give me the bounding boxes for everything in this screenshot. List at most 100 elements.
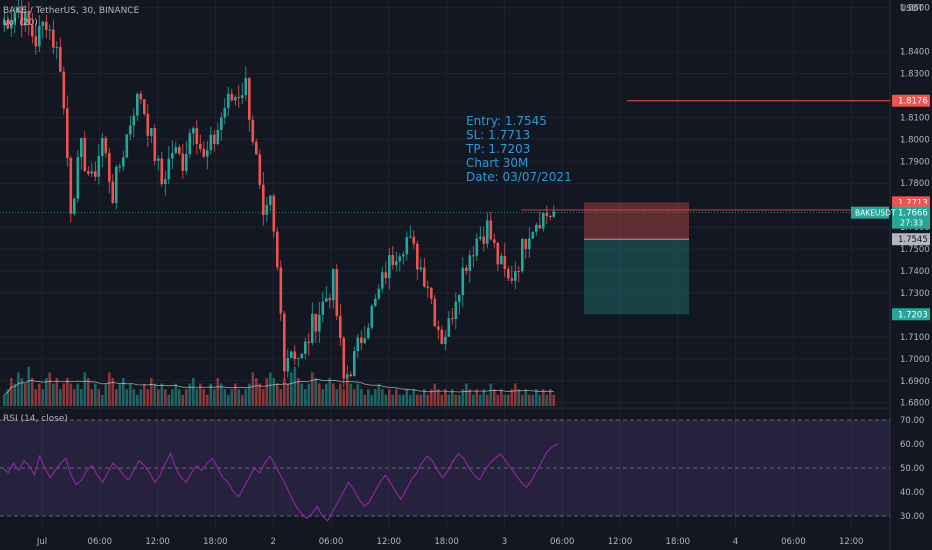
candle-body — [416, 243, 419, 270]
volume-bar — [13, 383, 17, 406]
volume-bar — [279, 389, 283, 406]
candle-body — [391, 255, 395, 266]
volume-bar — [83, 372, 87, 406]
candle-body — [209, 134, 213, 151]
volume-bar — [234, 383, 237, 406]
candle-body — [528, 238, 531, 250]
candle-body — [398, 256, 402, 262]
volume-bar — [363, 394, 367, 406]
volume-bar — [461, 389, 465, 406]
candle-body — [542, 212, 545, 229]
candle-body — [346, 374, 349, 379]
volume-bar — [185, 389, 188, 406]
volume-bar — [496, 394, 500, 406]
volume-bar — [59, 389, 62, 406]
volume-bar — [311, 372, 314, 406]
volume-bar — [136, 394, 139, 406]
candle-body — [251, 119, 255, 142]
candle-body — [454, 301, 458, 320]
candle-body — [328, 298, 332, 301]
price-tick: 1.8000 — [900, 135, 930, 145]
candle-body — [374, 298, 377, 306]
rsi-tick: 70.00 — [900, 416, 924, 426]
volume-bar — [304, 389, 307, 406]
volume-bar — [468, 389, 472, 406]
candle-body — [17, 7, 20, 13]
volume-bar — [66, 378, 69, 406]
volume-bar — [241, 394, 244, 406]
volume-bar — [549, 389, 552, 406]
volume-bar — [531, 394, 535, 406]
tp-price-tag-bg — [892, 308, 930, 321]
volume-bar — [307, 383, 311, 406]
candle-body — [353, 351, 356, 377]
volume-bar — [405, 389, 409, 406]
price-tick: 1.7900 — [900, 157, 930, 167]
candle-body — [356, 337, 360, 352]
volume-bar — [283, 378, 286, 406]
volume-bar — [262, 389, 265, 406]
volume-bar — [356, 383, 360, 406]
volume-bar — [552, 394, 556, 406]
volume-bar — [475, 389, 479, 406]
volume-bar — [419, 394, 423, 406]
volume-bar — [332, 383, 335, 406]
volume-bar — [220, 383, 223, 406]
candle-body — [468, 255, 472, 271]
candle-body — [479, 236, 482, 239]
volume-bar — [125, 389, 129, 406]
rsi-tick: 40.00 — [900, 488, 924, 498]
candle-body — [545, 212, 549, 217]
price-tick: 1.8600 — [900, 4, 930, 14]
candle-body — [206, 150, 209, 157]
volume-bar — [118, 383, 122, 406]
time-tick: 18:00 — [203, 537, 228, 547]
volume-bar — [482, 389, 486, 406]
time-tick: 18:00 — [666, 537, 691, 547]
candle-body — [360, 337, 363, 344]
volume-bar — [101, 394, 104, 406]
volume-bar — [444, 389, 447, 406]
candle-body — [10, 21, 13, 29]
volume-bar — [416, 394, 419, 406]
candle-body — [370, 305, 374, 328]
volume-bar — [440, 394, 444, 406]
volume-bar — [500, 389, 503, 406]
entry-price-tag: 1.7545 — [898, 235, 928, 245]
volume-bar — [300, 383, 304, 406]
volume-bar — [437, 389, 440, 406]
candle-body — [38, 25, 41, 47]
entry-text: Entry: 1.7545 — [466, 114, 547, 128]
rsi-label: RSI (14, close) — [3, 414, 68, 424]
price-tick: 1.6900 — [900, 377, 930, 387]
candle-body — [234, 97, 237, 101]
candle-body — [223, 108, 227, 118]
candle-body — [461, 267, 465, 296]
candle-body — [486, 220, 489, 244]
candle-body — [531, 231, 535, 239]
candle-body — [160, 158, 164, 185]
candle-body — [437, 326, 440, 330]
volume-bar — [52, 383, 55, 406]
candle-body — [262, 184, 265, 215]
volume-bar — [34, 389, 38, 406]
volume-bar — [542, 389, 545, 406]
candle-body — [342, 338, 346, 379]
candle-body — [150, 128, 153, 136]
volume-bar — [276, 383, 279, 406]
volume-bar — [164, 389, 167, 406]
volume-bar — [510, 389, 514, 406]
candle-body — [325, 298, 328, 302]
candle-body — [167, 158, 171, 180]
candle-body — [521, 239, 524, 272]
candle-body — [199, 143, 202, 149]
time-tick: 12:00 — [145, 537, 170, 547]
candle-body — [52, 29, 55, 48]
candle-body — [258, 154, 262, 185]
candle-body — [90, 171, 94, 174]
volume-bar — [325, 383, 328, 406]
volume-bar — [367, 389, 370, 406]
volume-bar — [423, 389, 426, 406]
volume-bar — [360, 389, 363, 406]
